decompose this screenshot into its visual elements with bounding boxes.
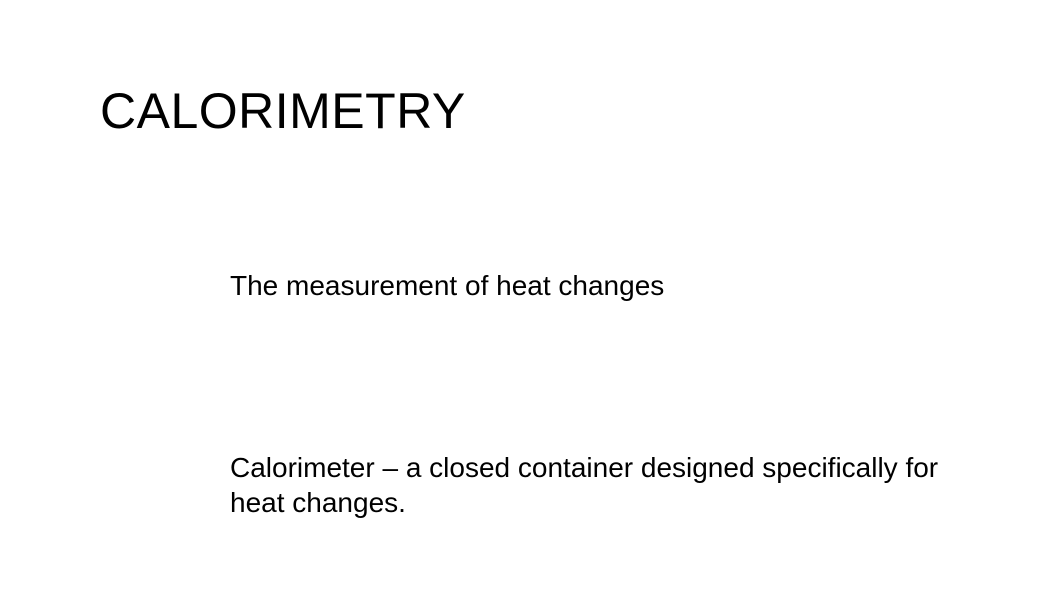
slide-body-line-1: The measurement of heat changes: [230, 270, 664, 302]
slide-title: CALORIMETRY: [100, 82, 466, 140]
slide-body-line-2: Calorimeter – a closed container designe…: [230, 450, 950, 520]
slide-container: CALORIMETRY The measurement of heat chan…: [0, 0, 1062, 598]
